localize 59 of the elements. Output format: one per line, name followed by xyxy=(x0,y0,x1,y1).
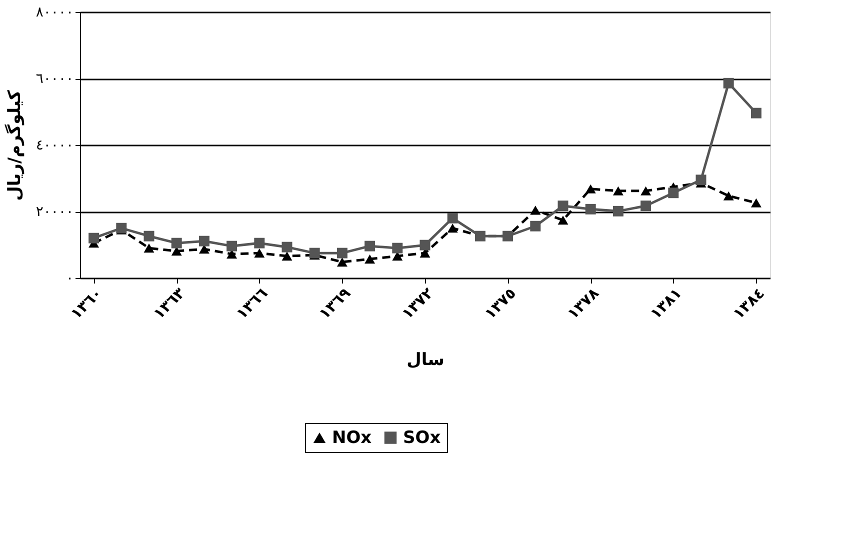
point xyxy=(336,258,348,267)
legend-label: SOx xyxy=(403,428,441,448)
point xyxy=(88,232,100,244)
y-tick-label: ٤٠٠٠٠ xyxy=(36,138,74,154)
point xyxy=(420,240,430,250)
point xyxy=(254,248,265,258)
point xyxy=(447,212,458,224)
point xyxy=(447,224,458,233)
point xyxy=(696,174,706,186)
point xyxy=(723,78,734,88)
legend-label: NOx xyxy=(332,428,372,448)
x-tick-label: ١٣٨٤ xyxy=(729,284,768,323)
point xyxy=(585,184,596,194)
point xyxy=(116,222,127,234)
x-tick-label: ١٣٧٥ xyxy=(480,284,520,323)
y-tick-label: ٠ xyxy=(66,270,74,286)
point xyxy=(254,238,265,248)
point xyxy=(392,242,403,254)
point xyxy=(558,200,568,212)
point xyxy=(171,238,182,248)
point xyxy=(585,204,596,214)
point xyxy=(612,206,624,216)
point xyxy=(171,246,182,256)
point xyxy=(198,236,210,246)
point xyxy=(668,188,679,198)
point xyxy=(640,186,652,196)
point xyxy=(226,240,238,252)
x-tick-label: ١٣٦٩ xyxy=(315,284,354,323)
y-tick-label: ٨٠٠٠٠ xyxy=(36,4,74,20)
point xyxy=(144,230,154,242)
x-tick-label: ١٣٧٨ xyxy=(564,284,602,323)
y-axis-title: کیلوگرم/ریال xyxy=(4,90,25,201)
point xyxy=(558,216,568,225)
x-tick-label: ١٣٧٢ xyxy=(398,284,437,323)
point xyxy=(612,186,624,196)
x-axis-title: سال xyxy=(406,350,444,370)
x-tick-label: ١٣٦٦ xyxy=(232,284,272,323)
point xyxy=(392,252,403,261)
point xyxy=(198,244,210,254)
point xyxy=(530,220,541,232)
x-tick-label: ١٣٦٣ xyxy=(150,284,188,323)
point xyxy=(226,250,238,259)
point xyxy=(640,200,652,212)
y-tick-label: ٢٠٠٠٠ xyxy=(36,204,74,220)
point xyxy=(282,252,292,261)
point xyxy=(420,248,430,258)
point xyxy=(364,254,376,264)
point xyxy=(282,242,292,252)
point xyxy=(309,248,320,258)
point xyxy=(750,108,762,118)
x-tick-label: ١٣٨١ xyxy=(646,284,686,323)
point xyxy=(750,198,762,208)
point xyxy=(336,248,348,258)
point xyxy=(364,240,376,252)
point xyxy=(144,244,154,253)
y-tick-label: ٦٠٠٠٠ xyxy=(36,71,74,87)
x-tick-label: ١٣٦٠ xyxy=(66,284,106,323)
point xyxy=(723,191,734,200)
point xyxy=(530,206,541,215)
